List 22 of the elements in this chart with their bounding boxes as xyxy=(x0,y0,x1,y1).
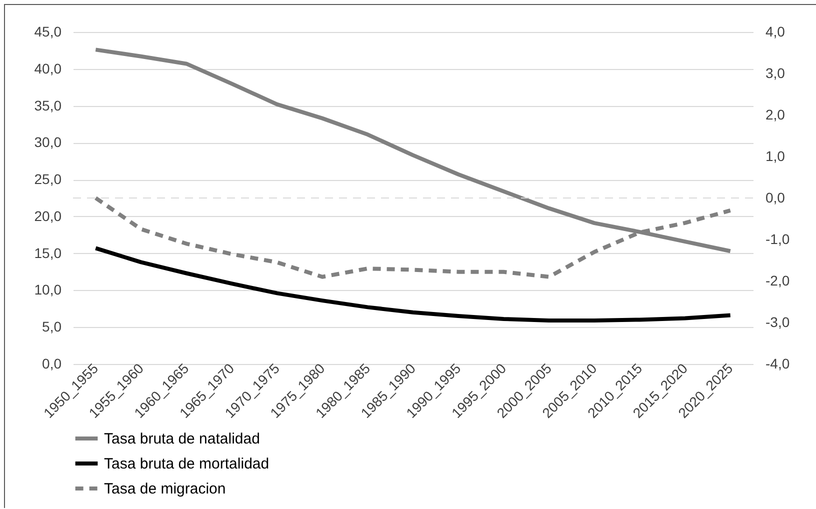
legend-label: Tasa bruta de natalidad xyxy=(104,430,260,448)
y2-tick-label: 1,0 xyxy=(766,148,786,164)
y-tick-label: 10,0 xyxy=(34,282,62,298)
y2-tick-label: 3,0 xyxy=(766,65,786,81)
y-tick-label: 45,0 xyxy=(34,24,62,40)
y-tick-label: 40,0 xyxy=(34,60,62,76)
y2-tick-label: -4,0 xyxy=(766,356,790,372)
y-tick-label: 35,0 xyxy=(34,97,62,114)
y-tick-label: 30,0 xyxy=(34,134,62,150)
legend-label: Tasa de migracion xyxy=(104,480,226,498)
y2-tick-label: 4,0 xyxy=(766,24,786,40)
y2-tick-label: -2,0 xyxy=(766,272,790,288)
y-tick-label: 20,0 xyxy=(34,208,62,224)
y2-tick-label: -3,0 xyxy=(766,314,790,330)
legend-label: Tasa bruta de mortalidad xyxy=(104,456,270,472)
y-tick-label: 15,0 xyxy=(34,244,62,261)
y2-tick-label: -1,0 xyxy=(766,231,790,247)
y2-tick-label: 2,0 xyxy=(766,106,786,122)
y-tick-label: 5,0 xyxy=(42,318,62,335)
y-tick-label: 25,0 xyxy=(34,171,62,188)
line-series xyxy=(94,246,732,322)
y2-tick-label: 0,0 xyxy=(766,190,786,206)
